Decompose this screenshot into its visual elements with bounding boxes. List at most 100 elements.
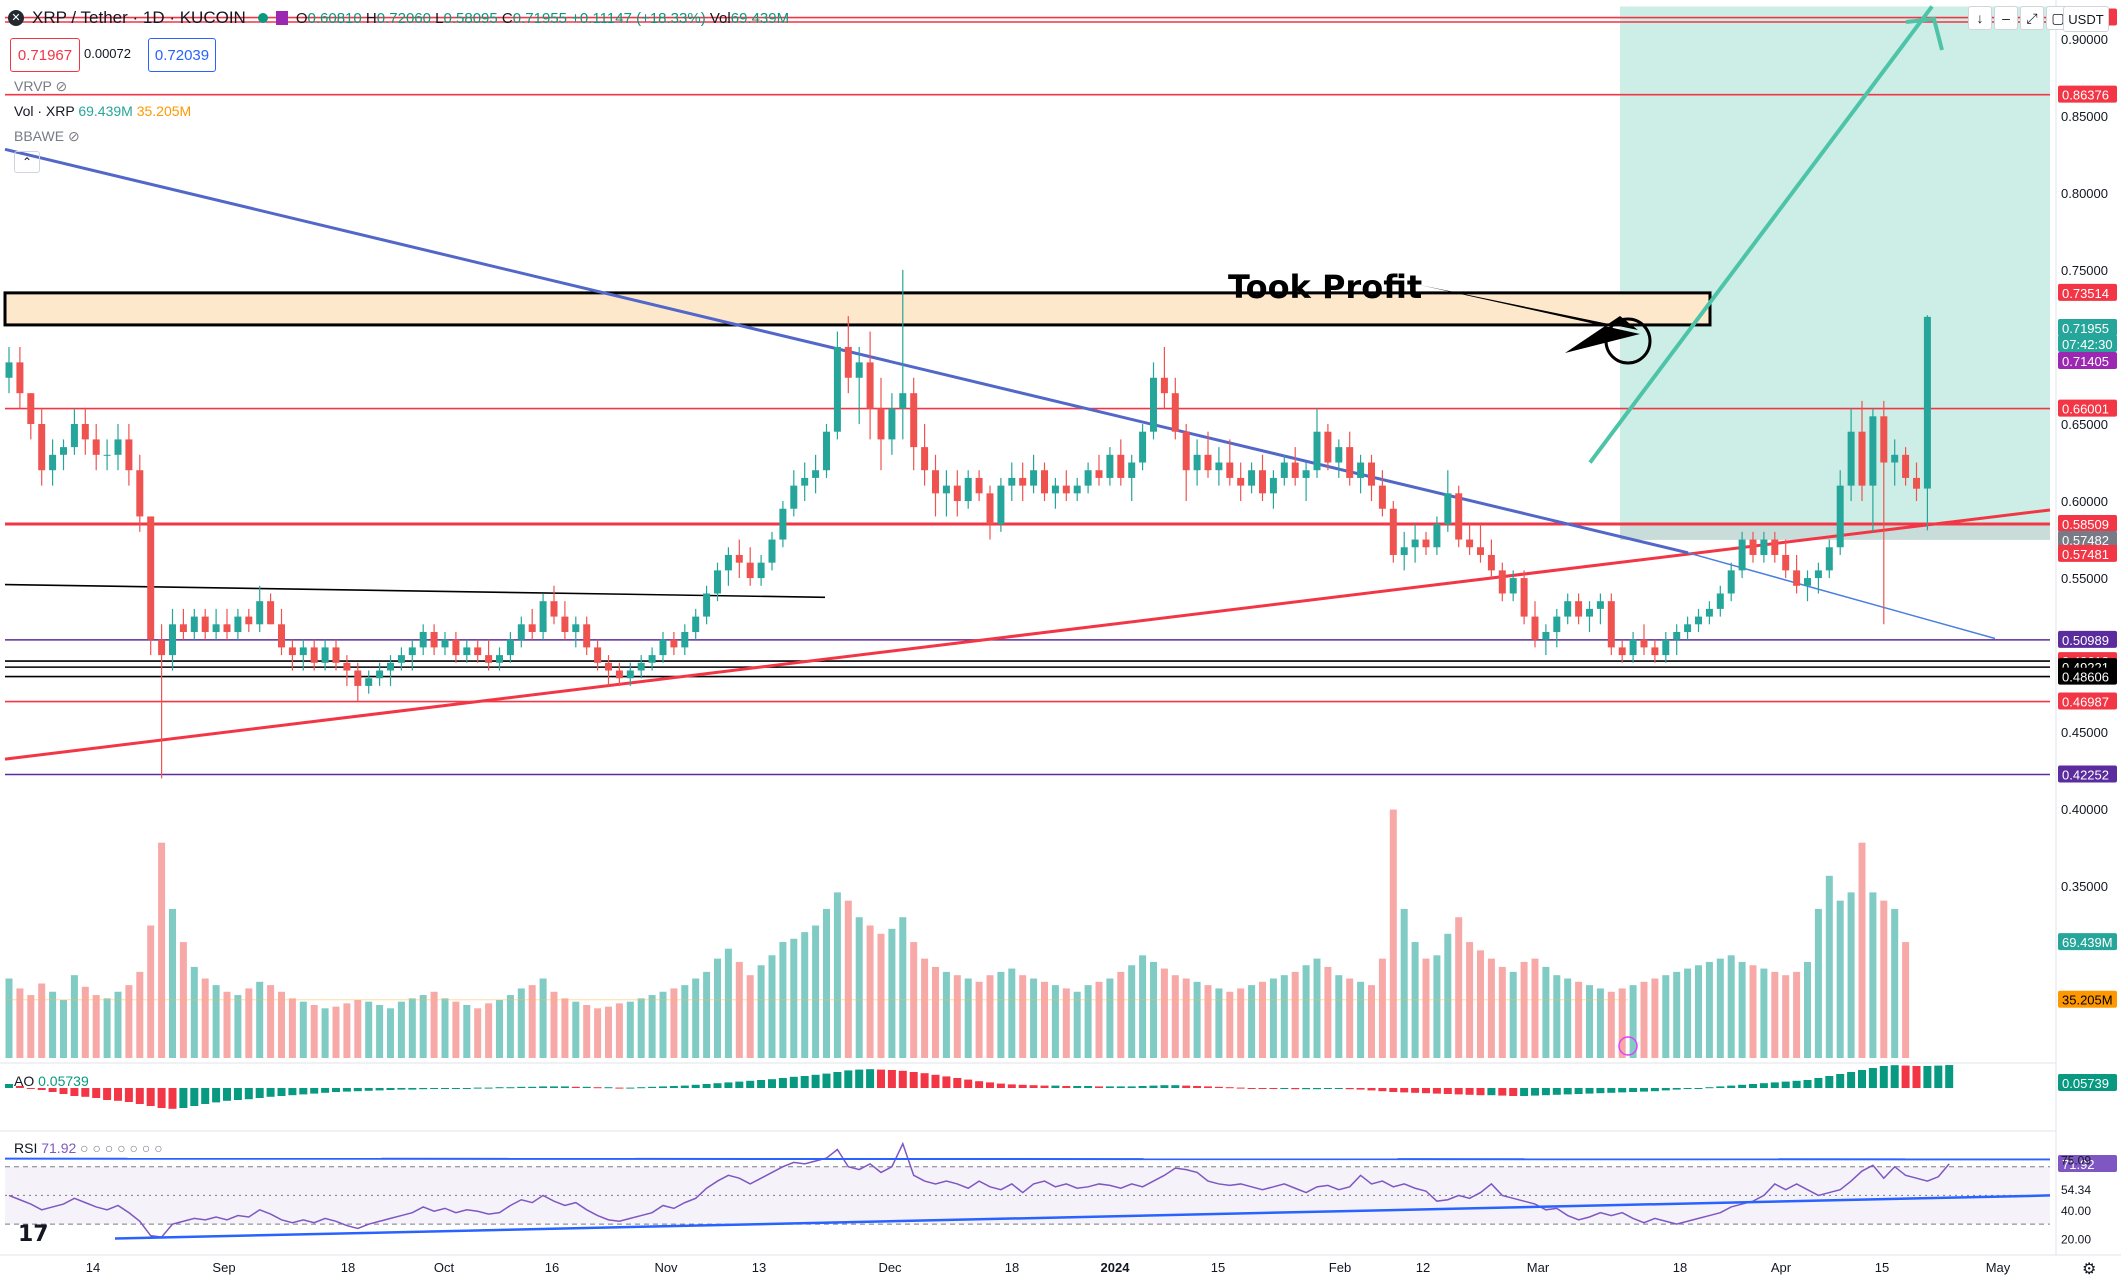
- volume-bar: [496, 1000, 503, 1058]
- price-level-label: 0.57482: [2058, 530, 2117, 548]
- candle-body: [1150, 377, 1157, 432]
- ao-bar: [1051, 1085, 1060, 1088]
- price-label-text: 0.50989: [2062, 633, 2109, 648]
- candle-body: [812, 470, 820, 478]
- candle: [496, 647, 503, 671]
- eye-hidden-icon[interactable]: ⊘: [55, 78, 68, 94]
- volume-bar: [724, 948, 732, 1058]
- sell-price-box[interactable]: 0.71967: [10, 38, 80, 72]
- candle: [1193, 439, 1201, 486]
- candle-body: [1716, 593, 1724, 609]
- minimize-pane-button[interactable]: –: [1994, 6, 2018, 30]
- volume-bar: [430, 991, 438, 1058]
- candle-body: [1487, 554, 1495, 571]
- rsi-line: [8, 1141, 1950, 1238]
- ao-bar: [1323, 1088, 1332, 1089]
- candle: [942, 470, 950, 517]
- candle: [1749, 531, 1757, 563]
- candle: [1607, 593, 1615, 656]
- flag-icon[interactable]: [275, 11, 288, 25]
- ao-bar: [1214, 1086, 1223, 1088]
- candle: [877, 377, 885, 471]
- volume-bar: [735, 961, 743, 1058]
- ao-bar: [626, 1087, 635, 1089]
- ao-bar: [5, 1084, 13, 1088]
- ao-bar: [441, 1088, 449, 1089]
- candle: [92, 424, 100, 471]
- candle: [823, 424, 830, 478]
- ao-bar: [1454, 1088, 1463, 1095]
- volume-indicator[interactable]: Vol · XRP 69.439M 35.205M: [14, 103, 192, 119]
- ao-bar: [408, 1088, 417, 1090]
- rsi-indicator[interactable]: RSI 71.92 ○ ○ ○ ○ ○ ○ ○: [14, 1140, 163, 1156]
- candle-body: [1509, 578, 1517, 594]
- volume-bar: [1891, 908, 1899, 1058]
- collapse-indicators-button[interactable]: ⌃: [14, 151, 40, 173]
- candle: [310, 639, 318, 671]
- vrvp-indicator[interactable]: VRVP ⊘: [14, 78, 68, 94]
- volume-bar: [245, 988, 253, 1058]
- volume-bar: [256, 981, 264, 1058]
- time-tick-label: Nov: [654, 1260, 678, 1275]
- ao-bar: [386, 1088, 395, 1090]
- scroll-down-button[interactable]: ↓: [1968, 6, 1992, 30]
- volume-bar: [452, 1001, 460, 1058]
- time-tick-label: Dec: [878, 1260, 902, 1275]
- ao-bar: [877, 1069, 885, 1088]
- candle-body: [92, 439, 100, 455]
- candle-body: [1847, 431, 1855, 486]
- candle: [1237, 462, 1245, 502]
- volume-bar: [310, 1005, 318, 1058]
- candle: [615, 662, 623, 686]
- candle-body: [103, 454, 111, 456]
- eye-hidden-icon[interactable]: ⊘: [67, 128, 80, 144]
- candle-body: [245, 616, 253, 625]
- candle-body: [953, 485, 961, 502]
- buy-price-box[interactable]: 0.72039: [148, 38, 216, 72]
- volume-bar: [1487, 958, 1495, 1058]
- ao-bar: [451, 1088, 460, 1089]
- candle-body: [506, 639, 514, 656]
- maximize-pane-button[interactable]: ⤢: [2020, 6, 2044, 30]
- rsi-tick-label: 20.00: [2061, 1233, 2091, 1247]
- candle: [1553, 608, 1561, 648]
- ao-bar: [702, 1084, 711, 1088]
- candle-body: [1269, 477, 1277, 494]
- symbol-title[interactable]: XRP / Tether · 1D · KUCOIN: [32, 8, 246, 27]
- currency-selector[interactable]: USDT: [2063, 6, 2109, 32]
- bbawe-indicator[interactable]: BBAWE ⊘: [14, 128, 80, 144]
- ao-bar: [1345, 1088, 1354, 1090]
- volume-bar: [1618, 988, 1626, 1058]
- candle-body: [1913, 477, 1920, 489]
- ao-bar: [1705, 1087, 1714, 1089]
- candle: [1368, 454, 1375, 502]
- ao-bar: [321, 1088, 330, 1093]
- ao-bar: [528, 1086, 537, 1088]
- candle: [844, 316, 852, 394]
- ao-bar: [1443, 1088, 1452, 1094]
- ao-bar: [1607, 1088, 1616, 1093]
- candle-body: [975, 477, 983, 494]
- candle: [1019, 462, 1027, 502]
- ao-bar: [539, 1086, 548, 1088]
- ao-bar: [615, 1087, 624, 1089]
- volume-bar: [1716, 958, 1724, 1058]
- ao-indicator[interactable]: AO 0.05739: [14, 1073, 89, 1089]
- axis-label-bg: [2058, 1154, 2117, 1172]
- ao-bar: [124, 1088, 133, 1102]
- volume-bar: [790, 938, 798, 1058]
- ao-bar: [48, 1088, 57, 1092]
- settings-gear-icon[interactable]: ⚙: [2082, 1261, 2097, 1278]
- candle: [1662, 632, 1670, 663]
- ao-bar: [855, 1069, 864, 1088]
- time-tick-label: 18: [341, 1260, 355, 1275]
- ao-bar: [266, 1088, 275, 1097]
- candle-body: [1324, 431, 1332, 463]
- candle: [866, 331, 874, 440]
- ao-bar: [190, 1088, 199, 1106]
- price-level-label: 0.42252: [2058, 765, 2117, 783]
- ao-bar: [430, 1088, 439, 1089]
- volume-bar: [888, 928, 896, 1058]
- ao-bar: [495, 1087, 504, 1089]
